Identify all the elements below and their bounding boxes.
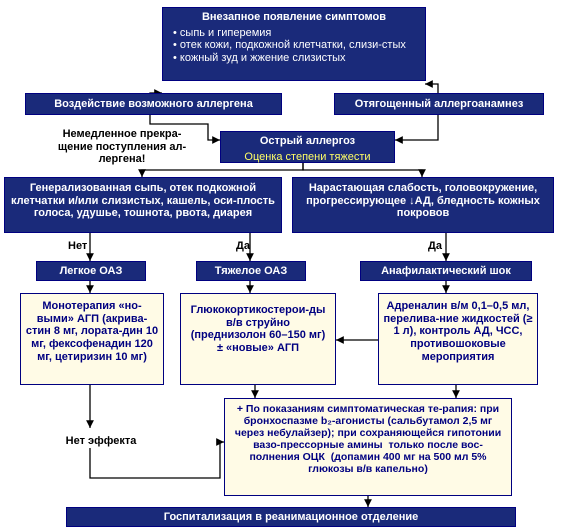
text: Легкое ОАЗ [37, 262, 145, 281]
label-yes-1: Да [236, 240, 250, 252]
box-light-oaz: Легкое ОАЗ [36, 261, 146, 281]
text: Госпитализация в реанимационное отделени… [67, 508, 515, 527]
label-no: Нет [68, 240, 87, 252]
text: Глюкокортикостерои-ды в/в струйно (предн… [181, 294, 335, 365]
box-sudden-symptoms: Внезапное появление симптомов • сыпь и г… [162, 7, 426, 81]
box-allergen-exposure: Воздействие возможного аллергена [25, 93, 282, 115]
box-glucocorticosteroids: Глюкокортикостерои-ды в/в струйно (предн… [180, 293, 336, 385]
line1: Острый аллергоз [221, 132, 394, 151]
text: + По показаниям симптоматическая те-рапи… [225, 399, 511, 479]
box-anaphylactic-shock: Анафилактический шок [360, 261, 532, 281]
text: Нет эффекта [56, 432, 146, 451]
box-symptomatic-therapy: + По показаниям симптоматическая те-рапи… [224, 398, 512, 496]
text: Тяжелое ОАЗ [197, 262, 305, 281]
text: Генерализованная сыпь, отек подкожной кл… [5, 178, 281, 224]
label-yes-2: Да [428, 240, 442, 252]
box-monotherapy: Монотерапия «но-выми» АГП (акрива-стин 8… [20, 293, 164, 385]
text: Нарастающая слабость, головокружение, пр… [293, 178, 553, 224]
title: Внезапное появление симптомов [163, 8, 425, 27]
text: Отягощенный аллергоанамнез [335, 94, 543, 115]
box-heavy-oaz: Тяжелое ОАЗ [196, 261, 306, 281]
box-adrenaline: Адреналин в/м 0,1–0,5 мл, перелива-ние ж… [378, 293, 538, 385]
box-hospitalization: Госпитализация в реанимационное отделени… [66, 507, 516, 527]
line2: Оценка степени тяжести [221, 151, 394, 164]
box-weakness: Нарастающая слабость, головокружение, пр… [292, 177, 554, 233]
text: Воздействие возможного аллергена [26, 94, 281, 115]
box-allergic-history: Отягощенный аллергоанамнез [334, 93, 544, 115]
box-acute-allergosis: Острый аллергоз Оценка степени тяжести [220, 131, 395, 163]
text: Монотерапия «но-выми» АГП (акрива-стин 8… [21, 294, 163, 369]
text: Анафилактический шок [361, 262, 531, 281]
box-generalized-rash: Генерализованная сыпь, отек подкожной кл… [4, 177, 282, 233]
text: Немедленное прекра- щение поступления ал… [38, 125, 206, 169]
text: Адреналин в/м 0,1–0,5 мл, перелива-ние ж… [379, 294, 537, 369]
box-no-effect: Нет эффекта [56, 432, 146, 448]
box-stop-allergen: Немедленное прекра- щение поступления ал… [38, 125, 206, 169]
